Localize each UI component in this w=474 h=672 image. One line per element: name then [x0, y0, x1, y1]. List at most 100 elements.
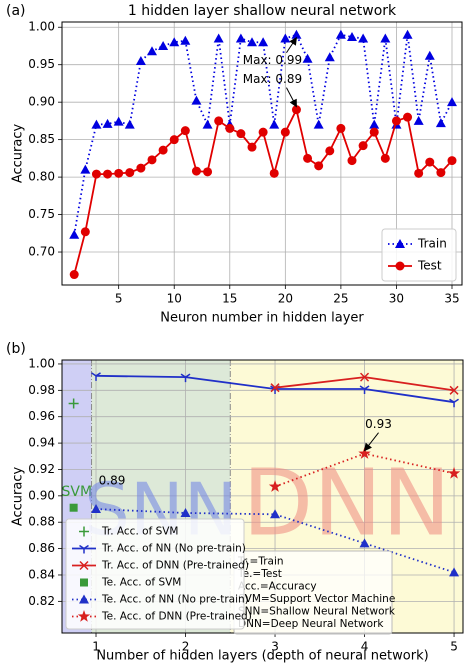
marker	[124, 119, 135, 129]
marker	[449, 567, 460, 577]
chart-title: 1 hidden layer shallow neural network	[128, 3, 397, 19]
annotation-arrow	[286, 36, 297, 54]
x-tick-label: 30	[389, 292, 404, 306]
x-tick-label: 3	[271, 640, 279, 654]
y-tick-label: 0.70	[28, 245, 55, 259]
marker	[325, 146, 335, 156]
legend-marker	[80, 578, 88, 587]
x-tick-label: 1	[92, 640, 100, 654]
marker	[414, 168, 424, 178]
x-tick-label: 2	[182, 640, 190, 654]
marker	[424, 50, 435, 60]
legend-label: Test	[417, 259, 442, 273]
marker	[247, 37, 257, 47]
text-box-line: SNN=Shallow Neural Network	[238, 605, 396, 617]
marker	[270, 383, 280, 393]
text-box-line: Acc.=Accuracy	[238, 580, 317, 592]
marker	[347, 156, 357, 166]
y-tick-label: 0.82	[28, 594, 55, 608]
marker	[336, 123, 346, 133]
marker	[324, 52, 335, 62]
legend-marker	[395, 261, 405, 271]
marker	[180, 126, 190, 136]
legend-marker	[77, 610, 91, 622]
y-tick-label: 0.86	[28, 541, 55, 555]
marker	[191, 95, 202, 105]
marker	[391, 116, 401, 126]
text-box-line: Te.=Test	[237, 568, 282, 580]
y-tick-label: 1.00	[28, 356, 55, 370]
marker	[413, 115, 424, 125]
text-box-line: SVM=Support Vector Machine	[238, 593, 395, 605]
marker	[68, 398, 79, 409]
legend-marker	[79, 544, 89, 554]
x-tick-label: 15	[222, 292, 237, 306]
marker	[180, 35, 191, 45]
marker	[358, 33, 369, 43]
marker	[135, 55, 146, 65]
legend: Train Test	[381, 228, 457, 282]
marker	[425, 157, 435, 167]
annotation: Max: 0.89	[243, 72, 302, 86]
marker	[169, 37, 180, 47]
marker	[180, 507, 191, 517]
marker	[369, 127, 379, 137]
text-box-line: DNN=Deep Neural Network	[238, 618, 384, 630]
y-tick-label: 0.85	[28, 132, 55, 146]
marker	[180, 373, 191, 383]
marker	[280, 127, 290, 137]
marker	[280, 33, 291, 43]
marker	[291, 29, 302, 39]
marker	[436, 168, 446, 178]
marker	[147, 46, 157, 56]
marker	[359, 385, 370, 395]
legend-label: Te. Acc. of DNN (Pre-trained)	[101, 611, 252, 623]
legend-marker	[79, 526, 89, 537]
marker	[447, 156, 457, 166]
marker	[114, 168, 124, 178]
marker	[358, 141, 368, 151]
marker	[258, 37, 269, 47]
annotation: 0.93	[365, 417, 392, 431]
marker	[314, 161, 324, 171]
panel: 0.70 0.75 0.80 0.85 0.90 0.95 1.00 5 10 15 20 25 30 3…	[6, 3, 463, 326]
marker	[347, 31, 357, 41]
marker	[202, 119, 213, 129]
marker	[158, 145, 168, 155]
marker	[247, 142, 257, 152]
legend-marker	[79, 560, 89, 571]
marker	[80, 164, 91, 174]
legend-box	[65, 518, 245, 630]
x-tick-label: 25	[333, 292, 348, 306]
y-tick-label: 0.94	[28, 436, 55, 450]
marker	[136, 163, 146, 173]
y-tick-label: 0.90	[28, 95, 55, 109]
marker	[91, 169, 101, 179]
marker	[225, 123, 235, 133]
marker	[113, 116, 124, 126]
marker	[91, 119, 102, 129]
legend-marker	[395, 239, 405, 248]
region-label: SVM	[61, 484, 92, 500]
marker	[335, 29, 346, 39]
marker	[360, 372, 370, 382]
legend-label: Te. Acc. of SVM	[101, 577, 181, 589]
marker	[403, 112, 413, 122]
legend-label: Te. Acc. of NN (No pre-train)	[101, 594, 249, 606]
y-tick-label: 0.98	[28, 383, 55, 397]
marker	[435, 118, 446, 128]
plot-frame	[61, 21, 463, 286]
marker	[214, 116, 224, 126]
legend-label: Train	[417, 237, 447, 251]
marker	[369, 119, 380, 129]
marker	[80, 227, 90, 237]
y-tick-label: 0.88	[28, 515, 55, 529]
marker	[191, 166, 201, 176]
x-axis-label: Neuron number in hidden layer	[160, 311, 364, 326]
y-axis-label: Accuracy	[11, 467, 26, 527]
panel: 0.82 0.84 0.86 0.88 0.90 0.92 0.94 0.96 0.98 1.00…	[6, 341, 464, 664]
x-tick-label: 20	[278, 292, 293, 306]
marker	[102, 118, 113, 128]
y-tick-label: 0.80	[28, 170, 55, 184]
